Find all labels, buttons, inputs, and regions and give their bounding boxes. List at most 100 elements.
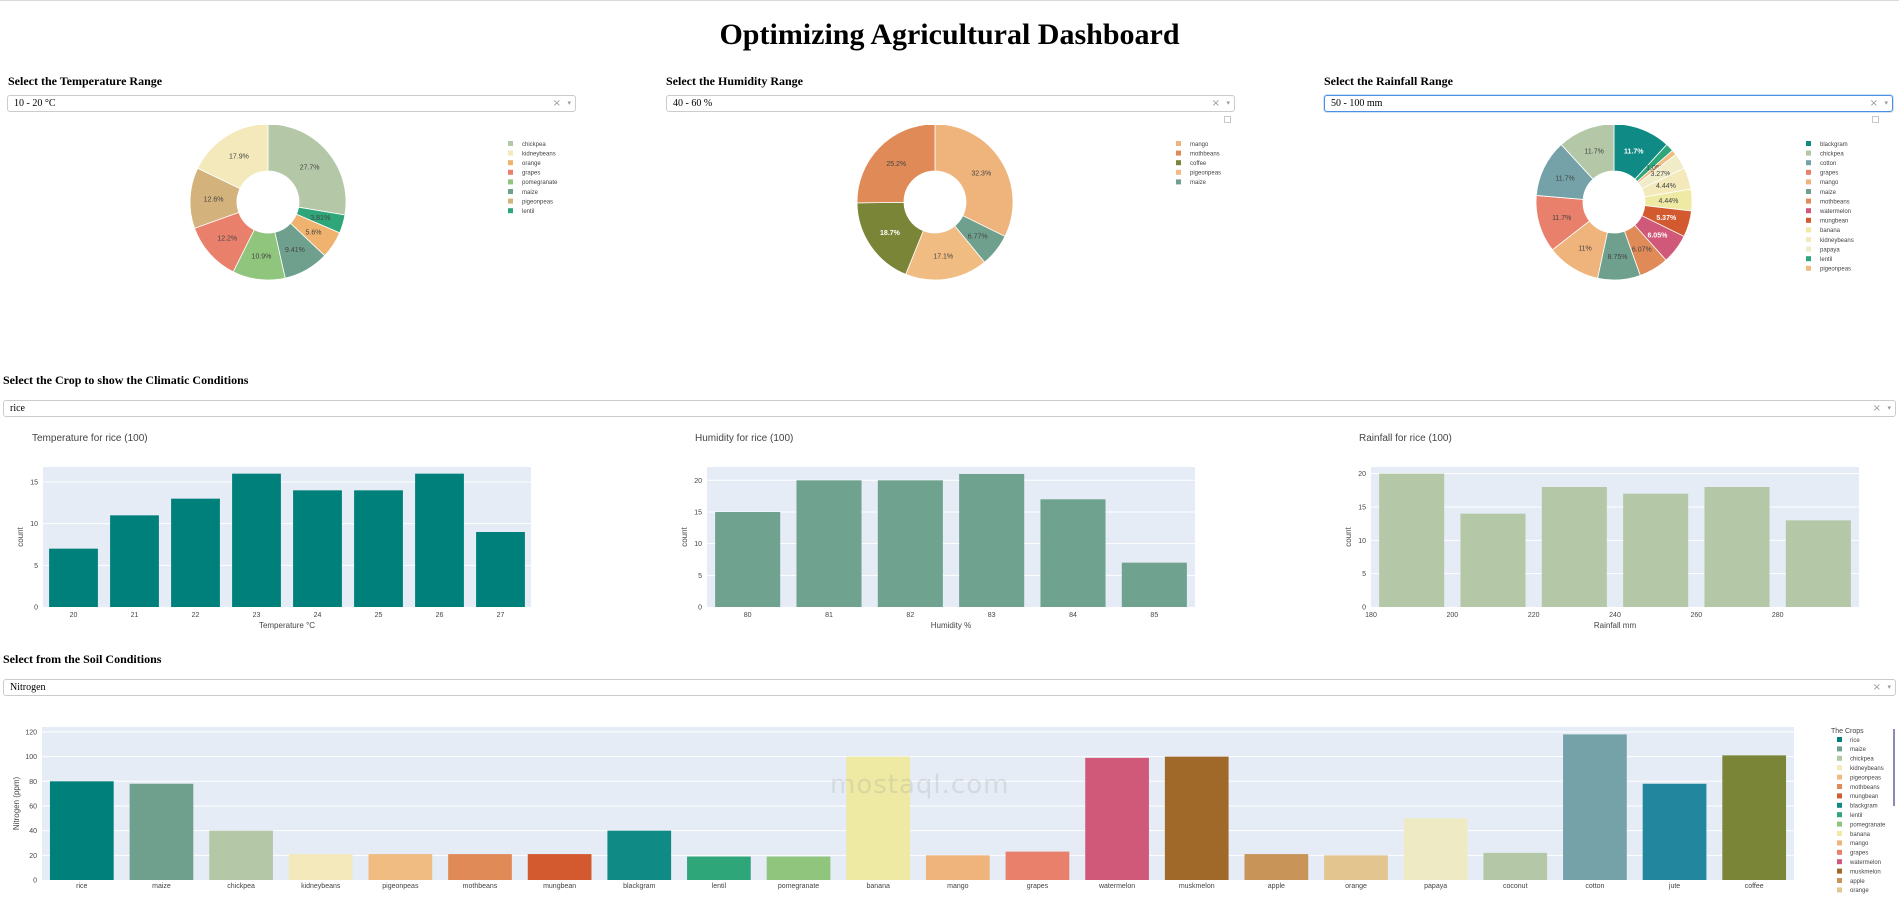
legend-label-maize: maize: [1190, 180, 1207, 186]
legend-label-mothbeans: mothbeans: [1190, 151, 1220, 157]
clear-icon[interactable]: ×: [1872, 403, 1881, 414]
legend-swatch: [1837, 821, 1842, 827]
soil-bar-chart: 0 20 40 60 80 100 120 rice maize chickpea kidneybe…: [12, 727, 1895, 894]
legend-swatch: [508, 208, 513, 214]
page-title: Optimizing Agricultural Dashboard: [719, 18, 1180, 51]
legend-swatch: [1806, 246, 1811, 252]
bar-coffee: [1722, 755, 1787, 880]
x-tick-label: mango: [947, 883, 969, 890]
rainfall-bar-chart: Rainfall for rice (100) 0 5 10 15 20 180 200 220…: [1344, 433, 1859, 630]
temperature-bar-chart: Temperature for rice (100) 0 5 10 15 20 21 22 23…: [16, 433, 531, 630]
legend-label-rice: rice: [1850, 738, 1860, 744]
legend-label-pigeonpeas: pigeonpeas: [1850, 775, 1881, 781]
legend-swatch: [1837, 859, 1842, 865]
legend-title: The Crops: [1831, 728, 1864, 735]
pie-slice-label: 11.7%: [1585, 149, 1604, 156]
pie-slice-label: 8.75%: [1608, 254, 1628, 261]
modebar-icon[interactable]: [1872, 116, 1879, 123]
y-axis-title: Nitrogen (ppm): [12, 776, 21, 830]
bar-23: [232, 473, 281, 607]
legend-label-mango: mango: [1850, 841, 1869, 847]
pie-slice-label: 10.9%: [252, 254, 272, 261]
clear-icon[interactable]: ×: [552, 98, 561, 109]
clear-icon[interactable]: ×: [1872, 682, 1881, 693]
legend-swatch: [1837, 812, 1842, 818]
pie-slice-label: 18.7%: [880, 230, 901, 237]
legend-swatch: [1837, 849, 1842, 855]
legend-label-coffee: coffee: [1190, 161, 1207, 167]
pie-slice-coffee: [856, 201, 924, 275]
y-tick-label: 100: [25, 754, 37, 761]
legend-swatch: [508, 189, 513, 194]
humidity-bar-chart: Humidity for rice (100) 0 5 10 15 20 80 81 82 83 8…: [680, 433, 1195, 630]
bar-cotton: [1563, 734, 1627, 880]
watermark: mostaql.com: [830, 770, 1010, 800]
legend-label-mungbean: mungbean: [1820, 219, 1848, 225]
y-axis-title: count: [1344, 526, 1353, 546]
temperature-range-dropdown[interactable]: 10 - 20 °C × ▾: [7, 95, 576, 112]
legend-label-muskmelon: muskmelon: [1850, 869, 1881, 875]
bar-mothbeans: [448, 854, 512, 880]
legend-label-blackgram: blackgram: [1850, 804, 1878, 810]
chevron-down-icon[interactable]: ▾: [1884, 99, 1888, 107]
humidity-range-dropdown[interactable]: 40 - 60 % × ▾: [666, 95, 1235, 112]
crop-value: rice: [10, 403, 25, 414]
x-tick-label: 26: [436, 612, 444, 619]
legend-label-kidneybeans: kidneybeans: [522, 151, 556, 157]
y-tick-label: 60: [29, 803, 37, 810]
chevron-down-icon[interactable]: ▾: [567, 99, 571, 107]
bar-25: [354, 490, 403, 607]
legend-label-pomegranate: pomegranate: [522, 180, 558, 186]
legend-swatch: [508, 150, 513, 156]
bar-papaya: [1403, 818, 1468, 880]
rainfall-range-value: 50 - 100 mm: [1331, 98, 1383, 109]
pie-slice-label: 17.1%: [933, 253, 953, 260]
pie-slice-label: 5.6%: [306, 229, 322, 236]
modebar-icon[interactable]: [1224, 116, 1231, 123]
x-tick-label: 27: [497, 612, 505, 619]
y-tick-label: 0: [1362, 605, 1366, 612]
legend-label-pomegranate: pomegranate: [1850, 822, 1886, 828]
legend-label-apple: apple: [1850, 879, 1865, 885]
legend-swatch: [1837, 878, 1842, 883]
legend-label-lentil: lentil: [522, 209, 534, 215]
soil-dropdown[interactable]: Nitrogen × ▾: [3, 679, 1896, 696]
bar-orange: [1324, 855, 1388, 880]
clear-icon[interactable]: ×: [1211, 98, 1220, 109]
legend-swatch: [1806, 265, 1811, 271]
pie-slice-label: 11.7%: [1552, 215, 1571, 222]
rainfall-range-label: Select the Rainfall Range: [1324, 74, 1453, 88]
bar-grapes: [1005, 851, 1070, 880]
y-tick-label: 20: [1358, 471, 1366, 478]
clear-icon[interactable]: ×: [1869, 98, 1878, 109]
legend-label-pigeonpeas: pigeonpeas: [1820, 267, 1851, 273]
pie-slice-label: 11%: [1578, 246, 1592, 253]
legend-label-mothbeans: mothbeans: [1820, 199, 1850, 205]
legend-swatch: [1176, 150, 1181, 156]
legend-swatch: [1837, 765, 1842, 771]
legend-label-pigeonpeas: pigeonpeas: [522, 199, 553, 205]
x-tick-label: cotton: [1585, 883, 1604, 890]
humidity-range-label: Select the Humidity Range: [666, 74, 803, 88]
bar-apple: [1244, 854, 1309, 880]
legend-swatch: [1806, 237, 1811, 242]
rainfall-range-dropdown[interactable]: 50 - 100 mm × ▾: [1324, 95, 1893, 112]
chevron-down-icon[interactable]: ▾: [1887, 404, 1891, 412]
chevron-down-icon[interactable]: ▾: [1887, 683, 1891, 691]
soil-value: Nitrogen: [10, 682, 46, 693]
pie-slice-label: 27.7%: [300, 164, 320, 171]
soil-bar-chart-body: 0 20 40 60 80 100 120 rice maize chickpea kidneybe…: [12, 727, 1895, 894]
legend-label-grapes: grapes: [1820, 171, 1838, 177]
legend-label-mothbeans: mothbeans: [1850, 785, 1880, 791]
chart-title: Rainfall for rice (100): [1359, 433, 1452, 444]
chevron-down-icon[interactable]: ▾: [1226, 99, 1230, 107]
pie-slice-label: 6.05%: [1647, 232, 1668, 239]
legend-label-maize: maize: [1850, 747, 1867, 753]
x-tick-label: 240: [1609, 612, 1621, 619]
crop-dropdown[interactable]: rice × ▾: [3, 400, 1896, 417]
legend-swatch: [1837, 793, 1842, 799]
chart-title: Temperature for rice (100): [32, 433, 148, 444]
x-tick-label: pigeonpeas: [382, 883, 419, 890]
y-tick-label: 20: [694, 478, 702, 485]
bar-230: [1541, 487, 1607, 607]
